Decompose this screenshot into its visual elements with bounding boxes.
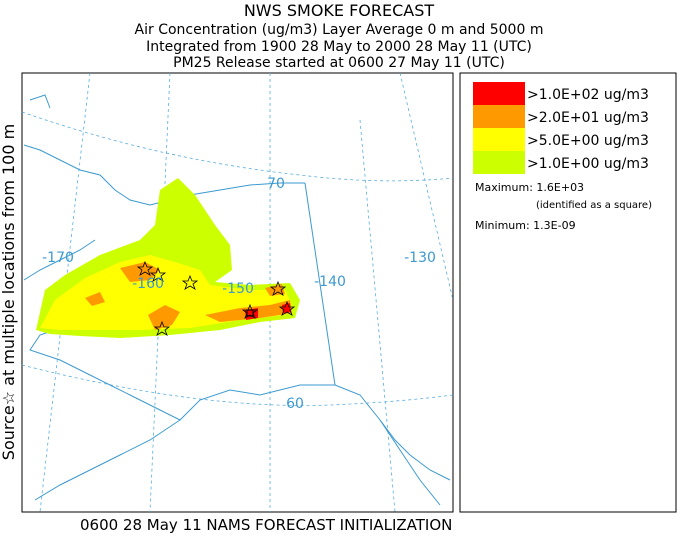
legend-swatch: [473, 151, 525, 174]
latitude-label: 70: [267, 176, 285, 192]
longitude-label: -150: [222, 281, 254, 297]
legend: >1.0E+02 ug/m3 >2.0E+01 ug/m3 >5.0E+00 ug/…: [473, 82, 649, 174]
legend-label: >1.0E+00 ug/m3: [527, 156, 649, 172]
subtitle: PM25 Release started at 0600 27 May 11 (…: [173, 55, 505, 71]
legend-label: >5.0E+00 ug/m3: [527, 133, 649, 149]
legend-swatch: [473, 128, 525, 151]
footer: 0600 28 May 11 NAMS FORECAST INITIALIZAT…: [80, 516, 452, 534]
legend-label: >2.0E+01 ug/m3: [527, 110, 649, 126]
maximum: Maximum: 1.6E+03: [475, 181, 584, 194]
longitude-label: -160: [132, 276, 164, 292]
title: NWS SMOKE FORECAST: [244, 1, 435, 20]
subtitle: Integrated from 1900 28 May to 2000 28 M…: [146, 39, 532, 55]
graticule: [21, 72, 454, 513]
longitude-label: -170: [42, 250, 74, 266]
side-label: Source☆ at multiple locations from 100 m: [0, 124, 18, 460]
legend-label: >1.0E+02 ug/m3: [527, 87, 649, 103]
latitude-label: 60: [286, 396, 304, 412]
coastline: [23, 94, 451, 506]
subtitle: Air Concentration (ug/m3) Layer Average …: [135, 22, 544, 38]
longitude-label: -140: [314, 274, 346, 290]
longitude-label: -130: [404, 250, 436, 266]
legend-swatch: [473, 105, 525, 128]
legend-swatch: [473, 82, 525, 105]
sources: [136, 260, 296, 336]
maximum-note: (identified as a square): [536, 200, 652, 211]
minimum: Minimum: 1.3E-09: [475, 219, 576, 232]
map: -170 -160 -150 -140 -130 70 60: [21, 72, 454, 513]
